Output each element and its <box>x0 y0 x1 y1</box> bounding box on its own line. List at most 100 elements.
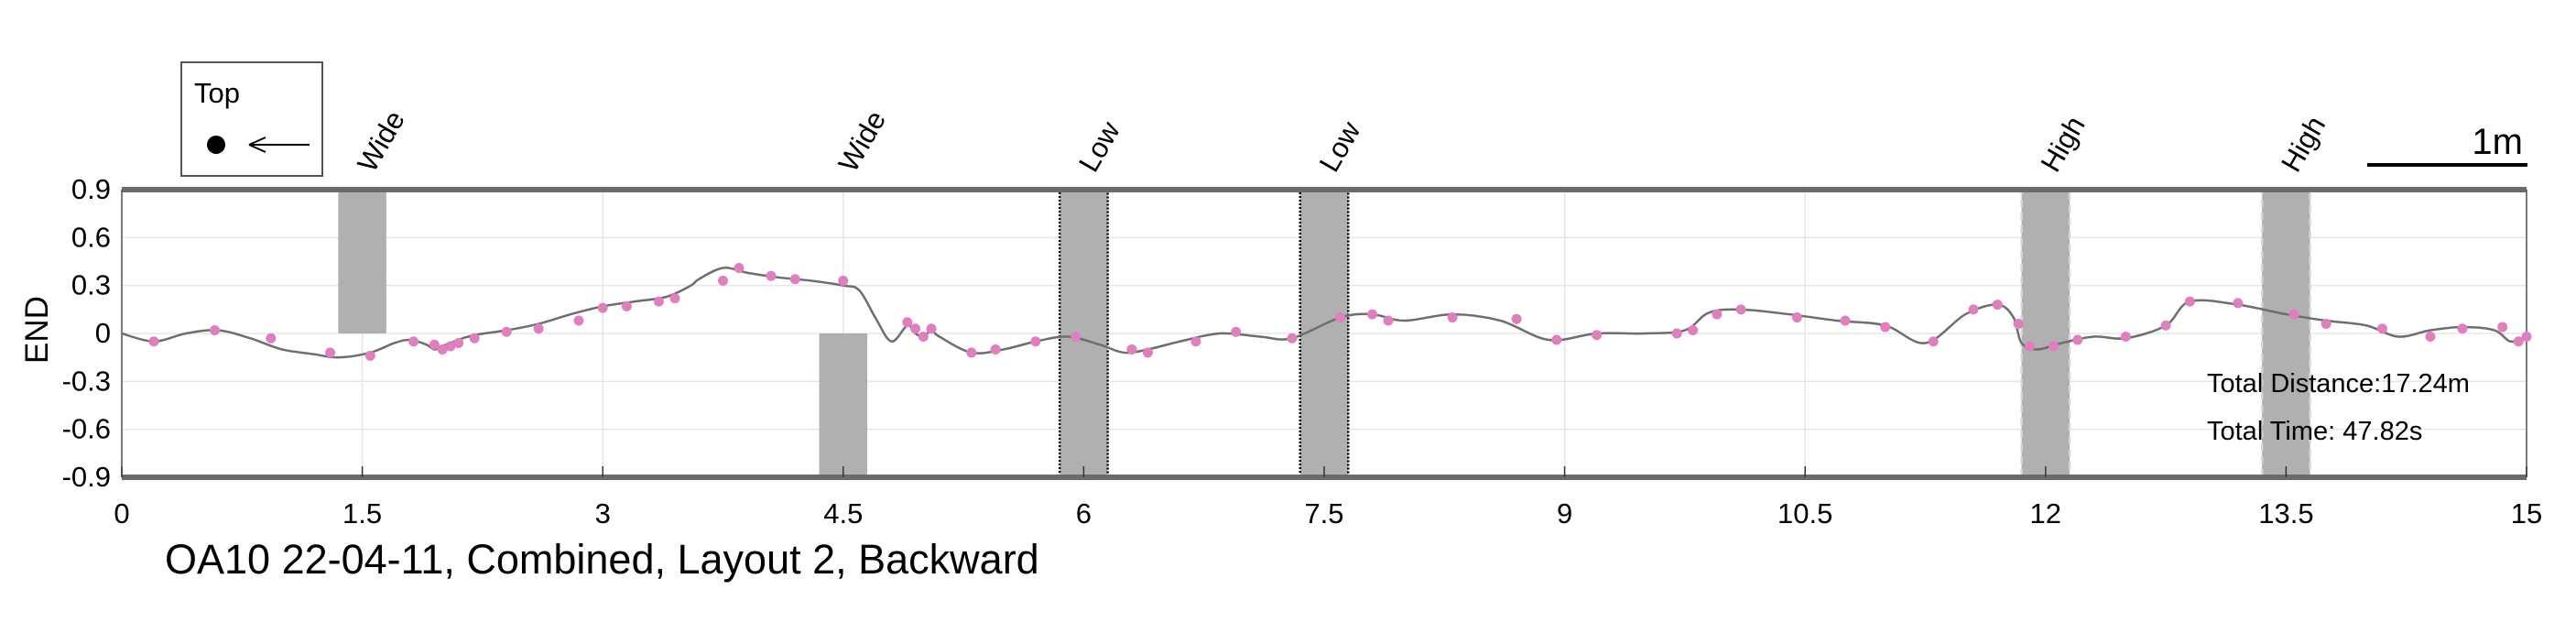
data-point <box>1367 309 1378 320</box>
data-point <box>1511 313 1522 324</box>
data-point <box>453 337 464 348</box>
data-point <box>910 323 921 334</box>
data-point <box>533 323 544 334</box>
total-time-text: Total Time: 47.82s <box>2207 417 2422 446</box>
obstacle-layer <box>338 188 2311 479</box>
y-tick-label: 0 <box>95 317 111 349</box>
data-point <box>653 296 664 307</box>
data-point <box>325 347 336 358</box>
data-point <box>734 262 745 273</box>
y-tick-label: 0.9 <box>71 173 111 205</box>
data-point <box>1551 334 1562 345</box>
data-point <box>1335 312 1346 323</box>
data-point <box>2376 323 2387 334</box>
data-point <box>2288 309 2299 320</box>
x-tick-label: 15 <box>2511 497 2542 529</box>
obstacle-label-low-3: Low <box>1313 115 1367 177</box>
data-point <box>2521 331 2532 342</box>
x-tick-label: 6 <box>1076 497 1092 529</box>
obstacle-label-layer: Wide Wide Low Low High High <box>351 105 2331 178</box>
obstacle-label-high-5: High <box>2275 111 2331 178</box>
x-tick-label: 10.5 <box>1777 497 1832 529</box>
data-point <box>1880 322 1891 333</box>
data-point <box>408 336 419 347</box>
data-point <box>2321 319 2331 330</box>
data-point <box>1592 330 1603 341</box>
data-point <box>766 270 777 281</box>
chart-title: OA10 22-04-11, Combined, Layout 2, Backw… <box>165 536 1039 583</box>
data-point <box>2120 331 2131 342</box>
scale-bar-label: 1m <box>2472 122 2523 162</box>
y-axis-label: END <box>19 296 55 364</box>
data-point <box>445 341 456 352</box>
data-point <box>1231 326 1242 337</box>
data-point <box>621 300 632 311</box>
data-point <box>2160 320 2171 331</box>
obstacle-label-wide-1: Wide <box>832 105 893 178</box>
data-point <box>718 275 728 286</box>
data-point <box>1992 300 2003 311</box>
data-point <box>2024 341 2035 352</box>
legend: Top <box>180 61 323 177</box>
data-point <box>1142 347 1153 358</box>
data-point <box>2497 322 2508 333</box>
y-tick-label: -0.9 <box>62 461 111 493</box>
data-point <box>1030 336 1041 347</box>
data-point <box>838 275 849 286</box>
data-point <box>2049 341 2060 352</box>
data-point <box>2513 336 2524 347</box>
data-point <box>789 274 800 285</box>
y-tick-label: -0.3 <box>62 365 111 397</box>
scale-bar: 1m <box>2367 122 2527 167</box>
x-tick-label: 0 <box>114 497 129 529</box>
data-point <box>966 347 977 358</box>
arrow-left-icon-head <box>248 136 266 153</box>
data-point <box>1840 315 1851 326</box>
obstacle-label-high-4: High <box>2035 111 2092 178</box>
legend-title: Top <box>194 77 240 109</box>
data-point <box>918 331 929 342</box>
legend-box <box>180 61 323 177</box>
data-point <box>1447 312 1458 323</box>
data-point <box>210 325 221 336</box>
y-tick-label: 0.3 <box>71 269 111 301</box>
obstacle-low-3 <box>1299 188 1350 479</box>
x-tick-layer: 0 1.5 3 4.5 6 7.5 9 10.5 12 13.5 15 <box>114 466 2542 529</box>
data-point <box>597 302 608 313</box>
obstacle-wide-1 <box>819 333 868 477</box>
data-point <box>669 293 680 304</box>
y-tick-label: -0.6 <box>62 413 111 445</box>
data-point <box>1383 315 1394 326</box>
data-point <box>501 326 512 337</box>
data-point <box>469 333 480 344</box>
data-point <box>2457 323 2468 334</box>
data-point <box>902 317 913 328</box>
obstacle-low-2 <box>1058 188 1109 479</box>
data-point <box>2072 334 2083 345</box>
data-point <box>429 339 440 350</box>
data-point <box>1928 336 1939 347</box>
x-tick-label: 7.5 <box>1304 497 1343 529</box>
data-point <box>1712 309 1723 320</box>
obstacle-label-wide-0: Wide <box>351 105 411 178</box>
x-tick-label: 3 <box>595 497 611 529</box>
data-point <box>1688 325 1699 336</box>
data-point <box>1791 312 1802 323</box>
data-point <box>2233 298 2244 309</box>
y-tick-layer: 0.9 0.6 0.3 0 -0.3 -0.6 -0.9 <box>62 173 111 493</box>
x-tick-label: 13.5 <box>2258 497 2313 529</box>
obstacle-wide-0 <box>338 190 386 333</box>
data-point <box>2184 296 2195 307</box>
data-point <box>1671 328 1682 339</box>
x-tick-label: 12 <box>2030 497 2061 529</box>
data-point <box>2425 331 2436 342</box>
obstacle-high-4 <box>2020 188 2071 479</box>
data-point <box>148 336 159 347</box>
data-point <box>1071 331 1081 342</box>
data-point <box>1287 333 1298 344</box>
data-point <box>437 344 448 355</box>
data-point <box>926 323 937 334</box>
x-tick-label: 4.5 <box>823 497 863 529</box>
data-point <box>990 344 1001 355</box>
data-point <box>266 333 277 344</box>
